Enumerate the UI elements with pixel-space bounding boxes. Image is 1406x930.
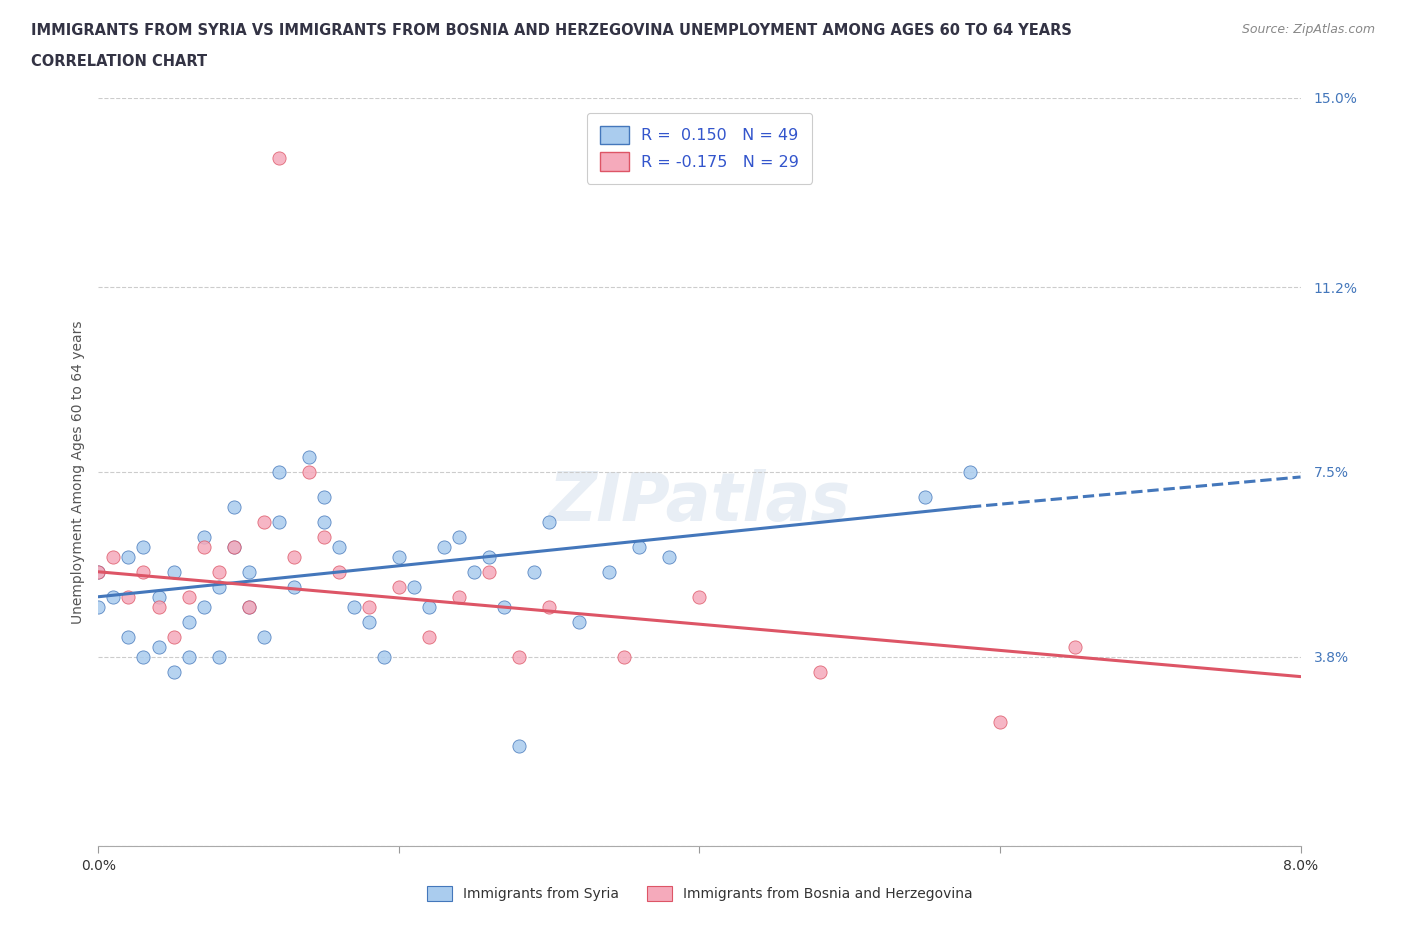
Point	[132, 649, 155, 664]
Point	[478, 550, 501, 565]
Point	[148, 599, 170, 614]
Point	[658, 550, 681, 565]
Point	[132, 565, 155, 579]
Point	[418, 599, 440, 614]
Point	[298, 449, 321, 464]
Point	[267, 150, 290, 165]
Point	[357, 599, 380, 614]
Point	[312, 514, 335, 529]
Point	[402, 579, 425, 594]
Point	[283, 550, 305, 565]
Point	[208, 649, 231, 664]
Point	[148, 639, 170, 654]
Point	[162, 664, 184, 679]
Point	[193, 539, 215, 554]
Point	[87, 599, 110, 614]
Point	[253, 630, 276, 644]
Text: ZIPatlas: ZIPatlas	[548, 469, 851, 535]
Point	[613, 649, 636, 664]
Point	[418, 630, 440, 644]
Text: CORRELATION CHART: CORRELATION CHART	[31, 54, 207, 69]
Y-axis label: Unemployment Among Ages 60 to 64 years: Unemployment Among Ages 60 to 64 years	[70, 320, 84, 624]
Point	[538, 514, 561, 529]
Point	[222, 499, 245, 514]
Text: Source: ZipAtlas.com: Source: ZipAtlas.com	[1241, 23, 1375, 36]
Point	[117, 590, 139, 604]
Point	[388, 579, 411, 594]
Point	[357, 615, 380, 630]
Point	[373, 649, 395, 664]
Point	[132, 539, 155, 554]
Point	[343, 599, 366, 614]
Point	[117, 630, 139, 644]
Point	[222, 539, 245, 554]
Point	[523, 565, 546, 579]
Point	[447, 529, 470, 544]
Point	[688, 590, 710, 604]
Point	[433, 539, 456, 554]
Point	[388, 550, 411, 565]
Point	[253, 514, 276, 529]
Point	[208, 579, 231, 594]
Point	[312, 529, 335, 544]
Point	[568, 615, 591, 630]
Text: IMMIGRANTS FROM SYRIA VS IMMIGRANTS FROM BOSNIA AND HERZEGOVINA UNEMPLOYMENT AMO: IMMIGRANTS FROM SYRIA VS IMMIGRANTS FROM…	[31, 23, 1071, 38]
Point	[538, 599, 561, 614]
Point	[1064, 639, 1087, 654]
Point	[328, 539, 350, 554]
Point	[238, 565, 260, 579]
Point	[87, 565, 110, 579]
Point	[177, 615, 200, 630]
Point	[988, 714, 1011, 729]
Point	[87, 565, 110, 579]
Point	[508, 739, 530, 754]
Point	[193, 599, 215, 614]
Point	[162, 565, 184, 579]
Point	[103, 550, 125, 565]
Point	[283, 579, 305, 594]
Point	[328, 565, 350, 579]
Point	[208, 565, 231, 579]
Point	[117, 550, 139, 565]
Point	[494, 599, 516, 614]
Point	[162, 630, 184, 644]
Point	[267, 514, 290, 529]
Point	[914, 489, 936, 504]
Point	[193, 529, 215, 544]
Point	[267, 465, 290, 480]
Point	[222, 539, 245, 554]
Point	[808, 664, 831, 679]
Point	[177, 590, 200, 604]
Point	[238, 599, 260, 614]
Point	[312, 489, 335, 504]
Point	[148, 590, 170, 604]
Point	[463, 565, 485, 579]
Point	[959, 465, 981, 480]
Point	[447, 590, 470, 604]
Legend: Immigrants from Syria, Immigrants from Bosnia and Herzegovina: Immigrants from Syria, Immigrants from B…	[422, 881, 977, 907]
Point	[238, 599, 260, 614]
Point	[598, 565, 620, 579]
Point	[103, 590, 125, 604]
Point	[298, 465, 321, 480]
Point	[478, 565, 501, 579]
Point	[628, 539, 651, 554]
Point	[177, 649, 200, 664]
Point	[508, 649, 530, 664]
